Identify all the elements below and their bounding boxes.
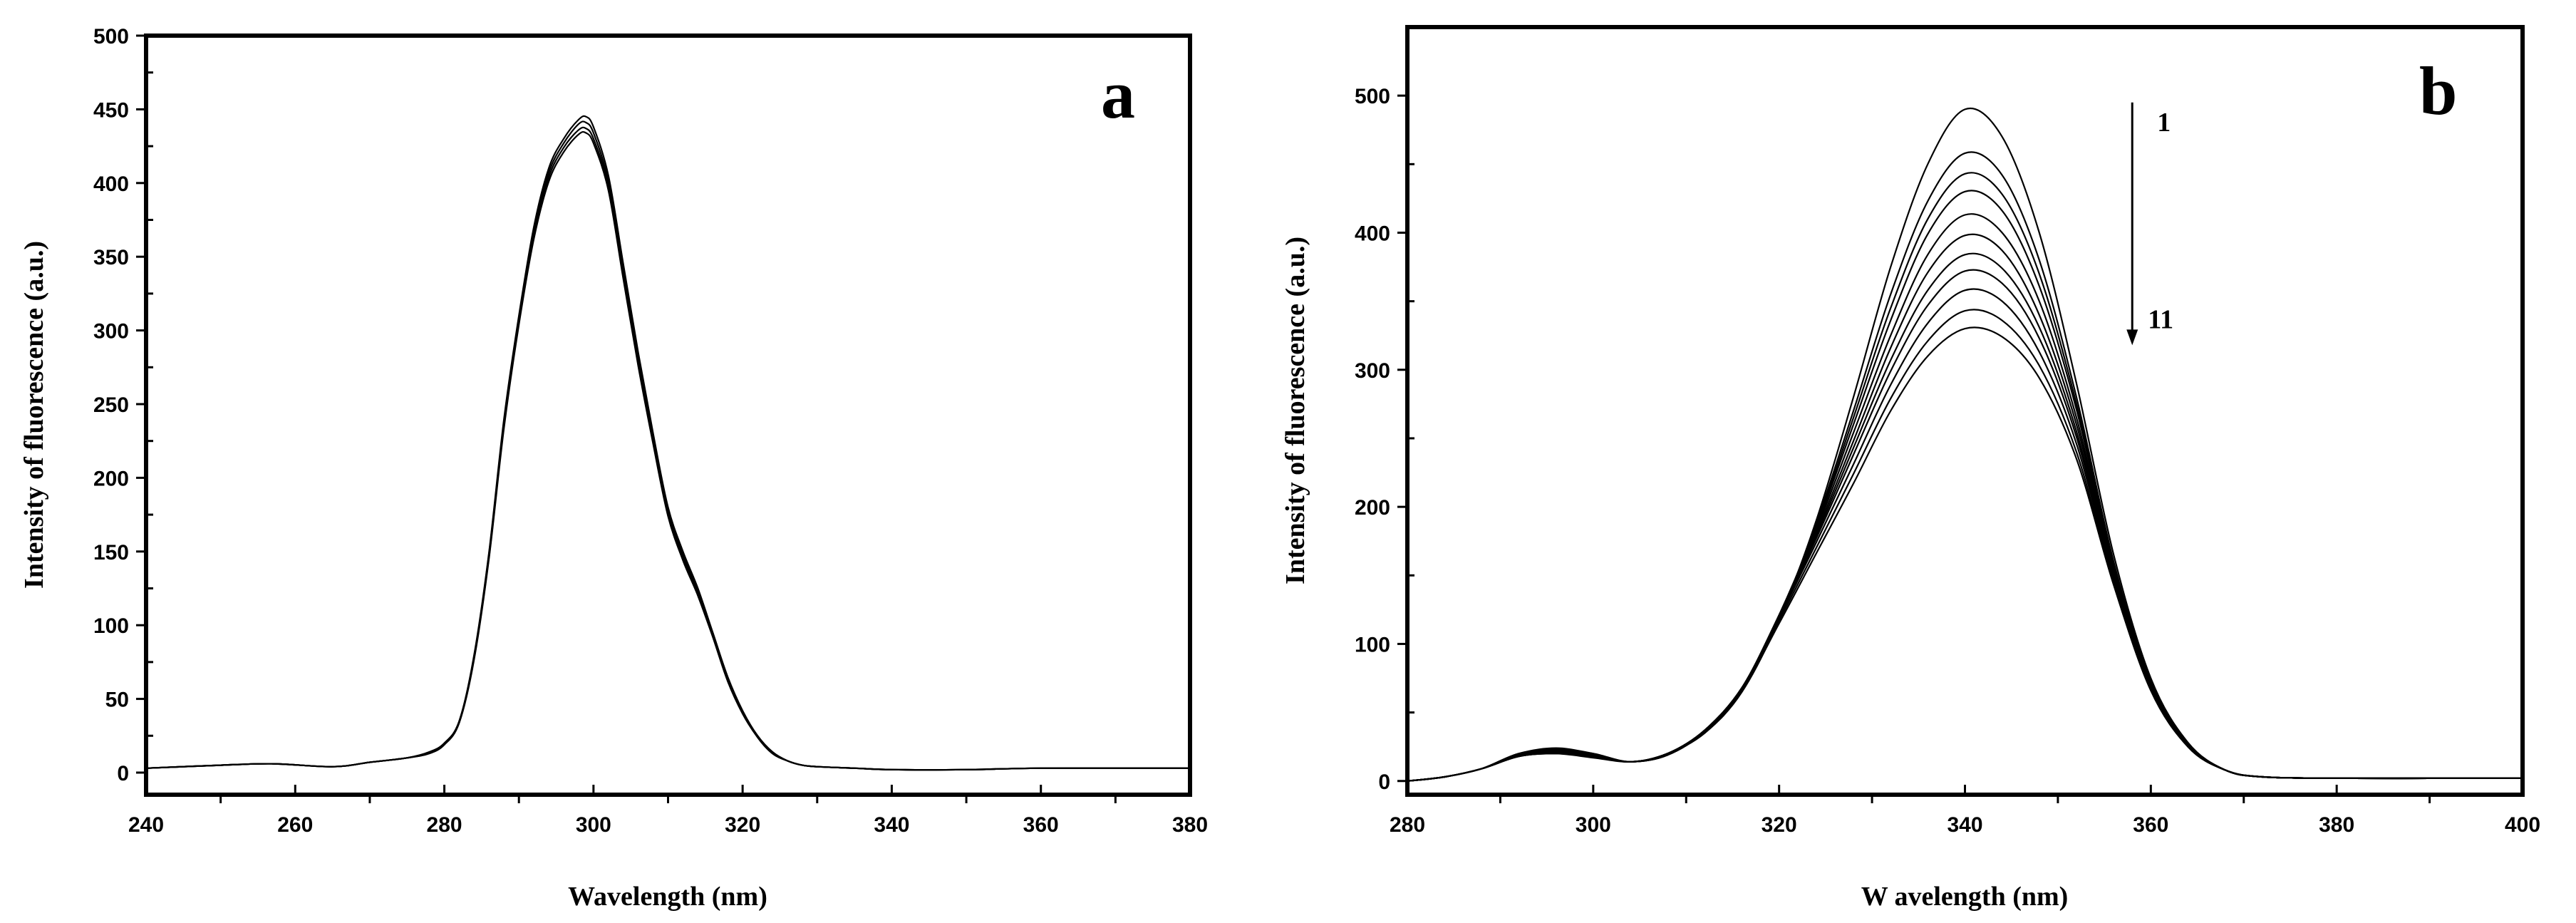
panel-a-x-tick-label: 300 (576, 813, 611, 837)
panel-a-x-axis-title: Wavelength (nm) (568, 882, 767, 912)
panel-a-ticks: 240 260 280 300 320 340 360 380 0 50 100 150 200 250 3… (93, 25, 1208, 837)
panel-b-ticks: 280 300 320 340 360 380 400 0 100 200 300 400 500 (1355, 85, 2540, 837)
panel-b-x-tick-label: 320 (1762, 813, 1797, 837)
panel-b-arrow-end-label: 11 (2148, 304, 2173, 334)
panel-b-y-axis-title: Intensity of fluorescence (a.u.) (1281, 237, 1310, 584)
panel-a-series-1-line (145, 115, 1191, 771)
panel-b-x-tick-label: 360 (2133, 813, 2168, 837)
panel-a-y-tick-label: 450 (93, 98, 129, 122)
panel-a-x-tick-label: 340 (874, 813, 909, 837)
panel-a: 240 260 280 300 320 340 360 380 0 50 100 150 200 250 3… (19, 25, 1208, 912)
panel-b-frame (1405, 25, 2525, 797)
panel-b-series-10-line (1407, 309, 2523, 782)
panel-b-series-1-line (1407, 107, 2523, 782)
panel-a-x-tick-label: 260 (277, 813, 313, 837)
panel-a-x-tick-label: 280 (427, 813, 462, 837)
panel-a-series-4-line (145, 130, 1191, 771)
panel-a-series-3-line (145, 126, 1191, 771)
panel-b-series-9-line (1407, 288, 2523, 782)
panel-a-y-tick-label: 50 (105, 689, 129, 712)
panel-b-y-tick-label: 100 (1355, 633, 1390, 656)
panel-b-y-tick-label: 0 (1378, 770, 1390, 794)
panel-b-x-tick-label: 380 (2319, 813, 2354, 837)
panel-a-letter: a (1101, 56, 1135, 133)
panel-b-series-3-line (1407, 172, 2523, 782)
panel-b-y-tick-label: 200 (1355, 496, 1390, 520)
panel-b-y-tick-label: 500 (1355, 85, 1390, 108)
panel-a-curves (145, 115, 1191, 771)
panel-a-y-axis-title: Intensity of fluorescence (a.u.) (19, 241, 49, 589)
panel-a-y-tick-label: 350 (93, 246, 129, 269)
panel-b-series-8-line (1407, 269, 2523, 782)
panel-b-x-tick-label: 280 (1390, 813, 1425, 837)
panel-a-y-tick-label: 400 (93, 172, 129, 196)
panel-b-arrow-start-label: 1 (2157, 108, 2171, 138)
panel-b-series-2-line (1407, 151, 2523, 782)
panel-b-x-tick-label: 400 (2505, 813, 2540, 837)
panel-a-y-tick-label: 250 (93, 393, 129, 417)
panel-a-series-2-line (145, 120, 1191, 771)
panel-a-y-tick-label: 500 (93, 25, 129, 48)
panel-b-y-tick-label: 400 (1355, 222, 1390, 245)
panel-a-frame (144, 33, 1192, 797)
panel-b-letter: b (2419, 53, 2457, 129)
panel-b-y-tick-label: 300 (1355, 359, 1390, 383)
panel-b-curves (1407, 107, 2523, 782)
panel-b-x-tick-label: 300 (1576, 813, 1611, 837)
panel-b-x-axis-title: W avelength (nm) (1861, 882, 2069, 912)
panel-b-series-4-line (1407, 190, 2523, 782)
panel-b-series-5-line (1407, 213, 2523, 782)
panel-a-y-tick-label: 100 (93, 614, 129, 638)
panel-a-y-tick-label: 150 (93, 541, 129, 564)
panel-b-trend-arrowhead (2126, 329, 2138, 346)
panel-a-x-tick-label: 320 (725, 813, 760, 837)
panel-b-series-6-line (1407, 233, 2523, 782)
panel-a-y-tick-label: 0 (117, 762, 129, 785)
panel-a-y-tick-label: 300 (93, 320, 129, 344)
panel-a-y-tick-label: 200 (93, 467, 129, 490)
panel-b-series-11-line (1407, 326, 2523, 782)
panel-b-x-tick-label: 340 (1947, 813, 1982, 837)
panel-a-x-tick-label: 360 (1023, 813, 1059, 837)
panel-a-x-tick-label: 380 (1172, 813, 1208, 837)
panel-a-x-tick-label: 240 (128, 813, 164, 837)
panel-b-series-7-line (1407, 252, 2523, 782)
